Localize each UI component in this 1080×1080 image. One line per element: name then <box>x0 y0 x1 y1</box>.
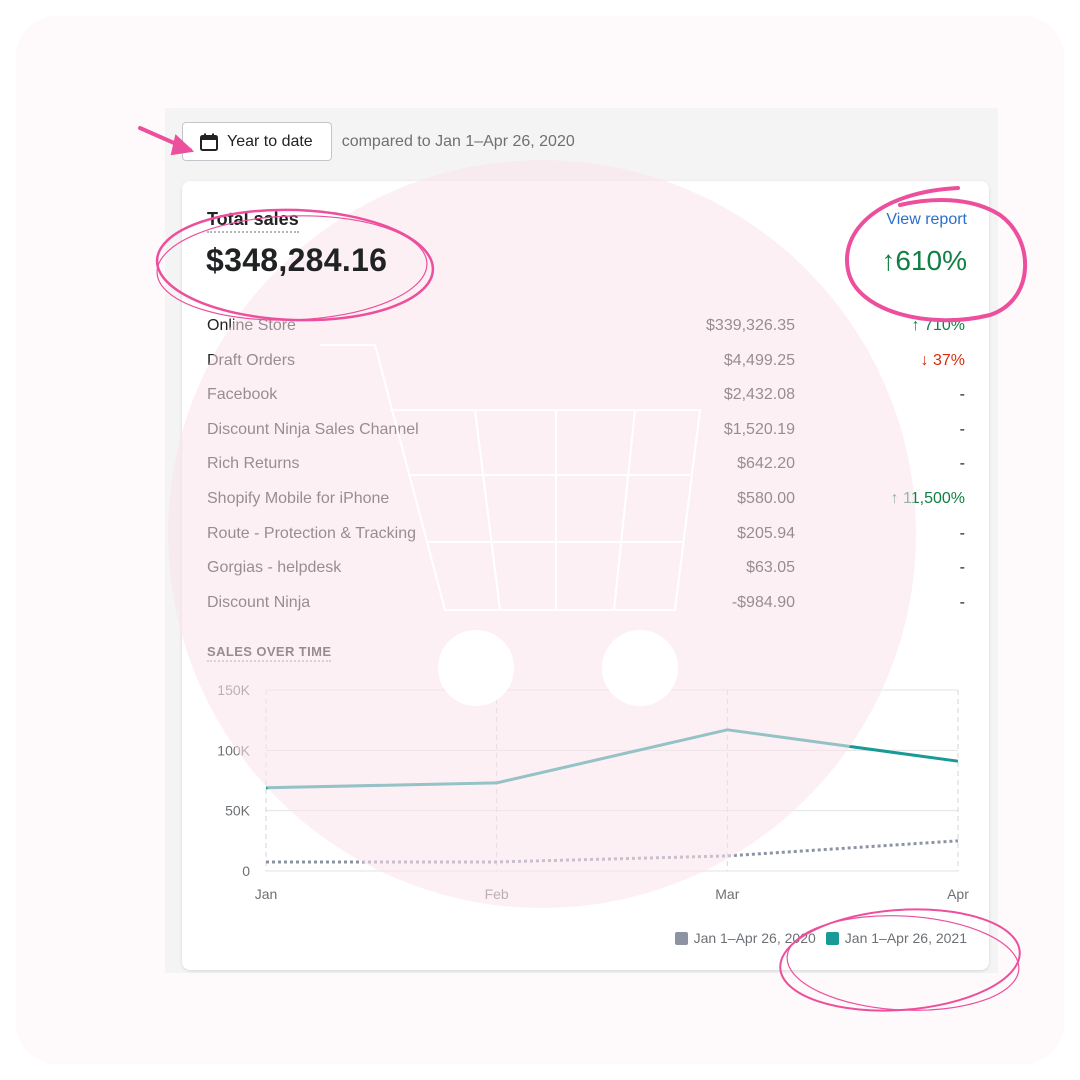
channel-value: -$984.90 <box>731 593 795 611</box>
channel-row: Draft Orders $4,499.25 ↓ 37% <box>207 345 965 380</box>
channel-name: Online Store <box>207 317 296 334</box>
channel-value: $205.94 <box>737 524 795 542</box>
channel-change: ↑ 710% <box>911 317 965 334</box>
channel-name: Discount Ninja <box>207 593 311 611</box>
channel-name: Draft Orders <box>207 351 296 369</box>
channel-row: Facebook $2,432.08 - <box>207 379 965 414</box>
channel-value: $580.00 <box>737 489 795 507</box>
channel-row: Gorgias - helpdesk $63.05 - <box>207 552 965 587</box>
y-tick-label: 0 <box>242 863 250 879</box>
channel-row: Shopify Mobile for iPhone $580.00 ↑ 11,5… <box>207 483 965 518</box>
calendar-icon <box>200 133 218 151</box>
total-change-percent: ↑610% <box>881 245 967 276</box>
series-line-previous <box>266 839 959 864</box>
channel-name: Facebook <box>207 386 278 404</box>
y-tick-label: 150K <box>217 682 250 698</box>
channel-change: - <box>959 593 965 611</box>
channel-value: $642.20 <box>737 455 795 473</box>
x-tick-label: Jan <box>255 886 278 902</box>
y-tick-label: 50K <box>225 803 251 819</box>
date-toolbar: Year to date compared to Jan 1–Apr 26, 2… <box>182 121 575 162</box>
channel-name: Rich Returns <box>207 455 300 473</box>
view-report-link[interactable]: View report <box>886 211 967 228</box>
channel-change: - <box>959 420 965 438</box>
channel-value: $63.05 <box>746 559 795 577</box>
channel-row: Rich Returns $642.20 - <box>207 448 965 483</box>
comparison-text: compared to Jan 1–Apr 26, 2020 <box>341 132 575 150</box>
x-tick-label: Apr <box>947 886 969 902</box>
channel-change: - <box>959 559 965 577</box>
channel-name: Discount Ninja Sales Channel <box>207 420 419 438</box>
legend-label-previous: Jan 1–Apr 26, 2020 <box>693 930 816 946</box>
channel-value: $2,432.08 <box>723 386 795 404</box>
x-tick-label: Mar <box>715 886 739 902</box>
channel-change: - <box>959 524 965 542</box>
channel-value: $4,499.25 <box>723 351 795 369</box>
sales-by-channel-list: Online Store $339,326.35 ↑ 710% Draft Or… <box>207 310 965 621</box>
series-line-current <box>265 728 959 790</box>
channel-change: ↑ 11,500% <box>890 489 965 507</box>
sales-over-time-label[interactable]: SALES OVER TIME <box>207 644 332 662</box>
x-tick-label: Feb <box>485 886 509 902</box>
channel-row: Discount Ninja Sales Channel $1,520.19 - <box>207 414 965 449</box>
legend-item-previous[interactable]: Jan 1–Apr 26, 2020 <box>674 930 816 946</box>
legend-label-current: Jan 1–Apr 26, 2021 <box>844 930 967 946</box>
chart-legend: Jan 1–Apr 26, 2020 Jan 1–Apr 26, 2021 <box>665 930 967 946</box>
date-range-label: Year to date <box>227 132 313 150</box>
legend-item-current[interactable]: Jan 1–Apr 26, 2021 <box>825 930 967 946</box>
total-sales-title[interactable]: Total sales <box>207 209 299 233</box>
channel-name: Shopify Mobile for iPhone <box>207 489 390 507</box>
channel-change: ↓ 37% <box>920 351 965 369</box>
legend-swatch-current <box>825 931 839 945</box>
channel-change: - <box>959 386 965 404</box>
sales-over-time-chart: 150K 100K 50K 0 Jan Feb Mar Apr <box>217 682 969 902</box>
channel-row: Route - Protection & Tracking $205.94 - <box>207 518 965 553</box>
channel-change: - <box>959 455 965 473</box>
channel-value: $1,520.19 <box>723 420 795 438</box>
channel-name: Route - Protection & Tracking <box>207 524 416 542</box>
total-sales-amount: $348,284.16 <box>206 242 388 278</box>
date-range-button[interactable]: Year to date <box>182 122 332 161</box>
y-tick-label: 100K <box>217 742 250 758</box>
channel-name: Gorgias - helpdesk <box>207 559 342 577</box>
channel-value: $339,326.35 <box>706 317 795 334</box>
channel-row: Online Store $339,326.35 ↑ 710% <box>207 310 965 345</box>
channel-row: Discount Ninja -$984.90 - <box>207 587 965 622</box>
legend-swatch-previous <box>674 931 688 945</box>
